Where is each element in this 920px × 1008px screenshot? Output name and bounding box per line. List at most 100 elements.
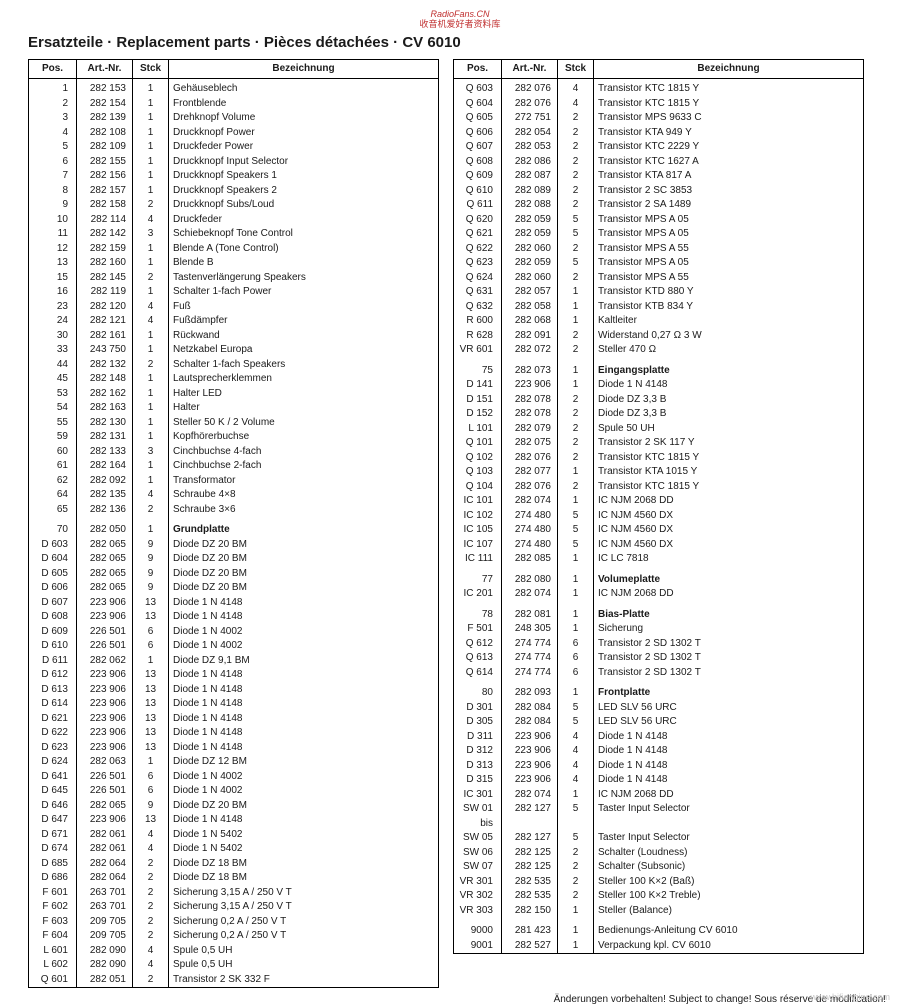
cell-desc: Sicherung [594, 622, 864, 637]
cell-stck: 2 [558, 155, 594, 170]
table-row: IC 107274 4805IC NJM 4560 DX [454, 538, 864, 553]
cell-desc: Transistor KTC 2229 Y [594, 140, 864, 155]
cell-art: 282 062 [77, 654, 133, 669]
cell-stck: 4 [133, 842, 169, 857]
table-row: D 624282 0631Diode DZ 12 BM [29, 755, 439, 770]
table-row: D 313223 9064Diode 1 N 4148 [454, 759, 864, 774]
cell-art: 282 076 [502, 451, 558, 466]
cell-pos: 54 [29, 401, 77, 416]
cell-art: 223 906 [77, 668, 133, 683]
table-row: D 610226 5016Diode 1 N 4002 [29, 639, 439, 654]
table-row: IC 102274 4805IC NJM 4560 DX [454, 509, 864, 524]
cell-stck: 9 [133, 567, 169, 582]
th-art: Art.-Nr. [77, 59, 133, 79]
cell-desc: Transistor MPS 9633 C [594, 111, 864, 126]
cell-desc: Verpackung kpl. CV 6010 [594, 939, 864, 954]
cell-desc: Diode 1 N 4002 [169, 639, 439, 654]
cell-stck: 1 [133, 474, 169, 489]
table-row: D 646282 0659Diode DZ 20 BM [29, 799, 439, 814]
cell-stck: 9 [133, 538, 169, 553]
cell-pos: F 604 [29, 929, 77, 944]
cell-pos: D 152 [454, 407, 502, 422]
cell-art: 282 527 [502, 939, 558, 954]
cell-art: 226 501 [77, 639, 133, 654]
cell-art: 282 133 [77, 445, 133, 460]
cell-stck: 1 [133, 126, 169, 141]
table-row: 9000281 4231Bedienungs-Anleitung CV 6010 [454, 924, 864, 939]
cell-pos: Q 609 [454, 169, 502, 184]
cell-stck: 6 [558, 637, 594, 652]
cell-stck: 1 [558, 465, 594, 480]
page-title: Ersatzteile · Replacement parts · Pièces… [28, 34, 892, 51]
cell-pos: Q 608 [454, 155, 502, 170]
cell-stck: 5 [558, 715, 594, 730]
cell-art: 282 130 [77, 416, 133, 431]
cell-desc: Tastenverlängerung Speakers [169, 271, 439, 286]
cell-art: 282 077 [502, 465, 558, 480]
cell-pos: D 609 [29, 625, 77, 640]
table-row: 70282 0501Grundplatte [29, 523, 439, 538]
cell-pos: 53 [29, 387, 77, 402]
cell-pos: F 501 [454, 622, 502, 637]
cell-art: 282 160 [77, 256, 133, 271]
table-row: D 606282 0659Diode DZ 20 BM [29, 581, 439, 596]
cell-desc: Transistor KTA 1015 Y [594, 465, 864, 480]
cell-art: 282 125 [502, 860, 558, 875]
table-row: D 607223 90613Diode 1 N 4148 [29, 596, 439, 611]
cell-desc: Diode 1 N 4002 [169, 770, 439, 785]
cell-pos: 11 [29, 227, 77, 242]
cell-desc: Transistor MPS A 05 [594, 227, 864, 242]
table-row: Q 103282 0771Transistor KTA 1015 Y [454, 465, 864, 480]
cell-pos: Q 605 [454, 111, 502, 126]
cell-art: 223 906 [502, 378, 558, 393]
cell-desc: Diode DZ 9,1 BM [169, 654, 439, 669]
cell-stck: 13 [133, 683, 169, 698]
cell-pos: IC 107 [454, 538, 502, 553]
cell-art: 282 158 [77, 198, 133, 213]
cell-desc: Schraube 4×8 [169, 488, 439, 503]
table-row: Q 621282 0595Transistor MPS A 05 [454, 227, 864, 242]
cell-stck: 1 [133, 654, 169, 669]
table-row: D 315223 9064Diode 1 N 4148 [454, 773, 864, 788]
cell-stck: 2 [558, 184, 594, 199]
cell-art: 282 060 [502, 242, 558, 257]
cell-art: 282 092 [77, 474, 133, 489]
cell-desc: Diode DZ 20 BM [169, 538, 439, 553]
cell-art: 282 127 [502, 802, 558, 817]
cell-pos: Q 623 [454, 256, 502, 271]
cell-art: 282 163 [77, 401, 133, 416]
table-row: Q 614274 7746Transistor 2 SD 1302 T [454, 666, 864, 681]
cell-pos: D 614 [29, 697, 77, 712]
cell-art: 282 074 [502, 788, 558, 803]
cell-art: 274 480 [502, 538, 558, 553]
cell-desc: Bias-Platte [594, 608, 864, 623]
cell-art: 282 162 [77, 387, 133, 402]
cell-art: 223 906 [502, 773, 558, 788]
cell-art: 223 906 [77, 726, 133, 741]
cell-art: 282 132 [77, 358, 133, 373]
cell-stck: 4 [558, 97, 594, 112]
table-row: 23282 1204Fuß [29, 300, 439, 315]
cell-pos: R 600 [454, 314, 502, 329]
table-row: D 647223 90613Diode 1 N 4148 [29, 813, 439, 828]
cell-stck: 1 [558, 573, 594, 588]
table-row: 13282 1601Blende B [29, 256, 439, 271]
cell-pos: D 685 [29, 857, 77, 872]
cell-pos: 13 [29, 256, 77, 271]
cell-art: 282 058 [502, 300, 558, 315]
cell-stck: 4 [133, 488, 169, 503]
cell-pos: L 101 [454, 422, 502, 437]
cell-pos: Q 101 [454, 436, 502, 451]
cell-desc: Spule 0,5 UH [169, 958, 439, 973]
cell-stck: 1 [133, 242, 169, 257]
cell-pos: D 647 [29, 813, 77, 828]
cell-stck: 1 [133, 169, 169, 184]
cell-stck: 5 [558, 538, 594, 553]
cell-art: 282 121 [77, 314, 133, 329]
cell-desc: Druckknopf Speakers 2 [169, 184, 439, 199]
cell-art: 223 906 [77, 596, 133, 611]
cell-stck: 4 [133, 828, 169, 843]
cell-desc: Diode 1 N 4148 [169, 610, 439, 625]
table-row: F 601263 7012Sicherung 3,15 A / 250 V T [29, 886, 439, 901]
cell-art: 282 057 [502, 285, 558, 300]
